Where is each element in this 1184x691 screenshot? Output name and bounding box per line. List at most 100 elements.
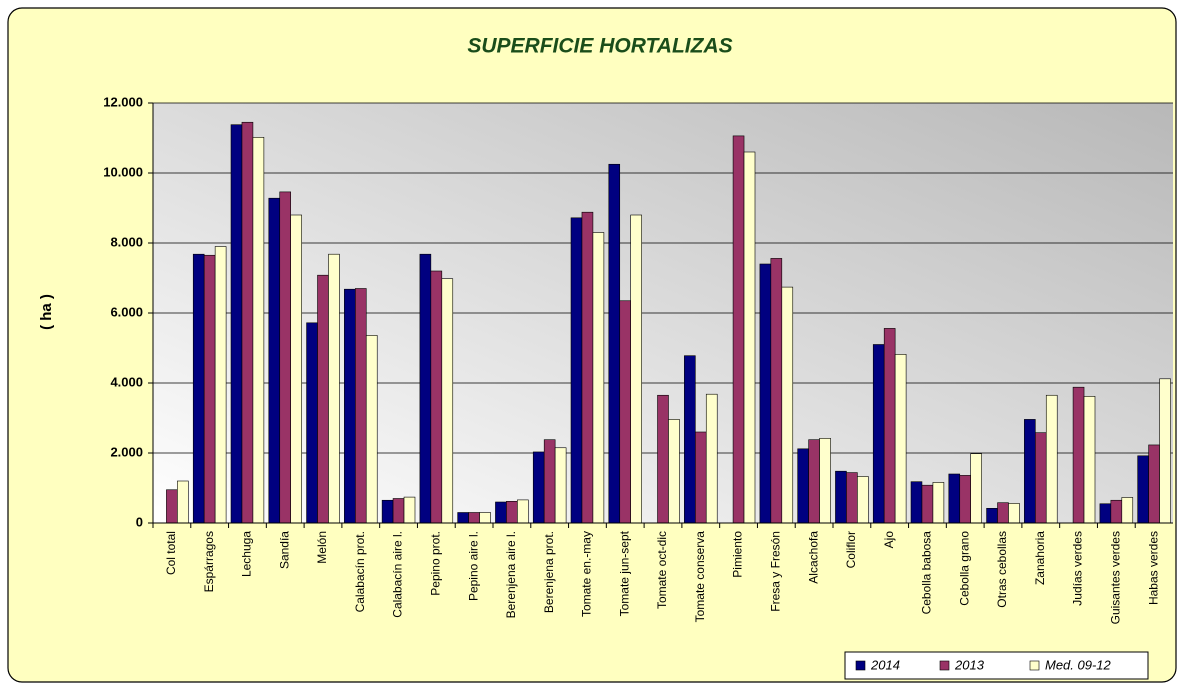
- bar: [910, 481, 923, 524]
- bar: [630, 214, 642, 524]
- bar: [392, 498, 405, 524]
- bar: [354, 288, 367, 524]
- bar: [430, 270, 443, 524]
- bar: [419, 253, 432, 524]
- bar: [970, 453, 982, 524]
- x-tick-label: Tomate oct-dic: [655, 531, 669, 609]
- bar: [694, 431, 707, 524]
- bar: [1148, 444, 1160, 524]
- bar: [306, 322, 318, 524]
- bar: [570, 217, 583, 524]
- x-tick-label: Judías verdes: [1071, 531, 1085, 606]
- bar: [468, 512, 480, 524]
- x-tick-label: Zanahoria: [1033, 531, 1047, 585]
- x-tick-label: Otras cebollas: [995, 531, 1009, 608]
- bar: [894, 353, 907, 524]
- bar: [177, 480, 189, 524]
- bar: [1121, 497, 1134, 524]
- bar: [317, 274, 329, 524]
- y-axis-label: ( ha ): [38, 294, 55, 330]
- bar: [619, 300, 632, 524]
- x-tick-label: Coliflor: [844, 531, 858, 568]
- bar: [506, 500, 518, 524]
- x-tick-label: Alcachofa: [806, 531, 820, 584]
- bar: [732, 135, 745, 524]
- bar: [592, 232, 605, 524]
- bar: [1110, 499, 1123, 524]
- bar: [857, 476, 869, 524]
- bar: [883, 328, 896, 524]
- bar: [819, 437, 831, 524]
- bar: [203, 254, 216, 524]
- y-tick-label: 4.000: [110, 374, 143, 389]
- bar: [1099, 503, 1112, 524]
- x-tick-label: Pepino prot.: [429, 531, 443, 596]
- x-tick-label: Melón: [315, 531, 329, 564]
- x-tick-label: Sandía: [277, 531, 291, 569]
- bar: [441, 278, 454, 524]
- x-tick-label: Tomate conserva: [693, 531, 707, 623]
- bar: [872, 344, 885, 524]
- bar: [290, 214, 302, 524]
- chart-title: SUPERFICIE HORTALIZAS: [467, 35, 732, 58]
- bar: [365, 335, 378, 524]
- bar: [457, 512, 469, 524]
- bar: [705, 393, 718, 524]
- y-tick-label: 8.000: [110, 234, 143, 249]
- bar: [1072, 386, 1085, 524]
- x-tick-label: Lechuga: [240, 531, 254, 577]
- y-tick-label: 6.000: [110, 304, 143, 319]
- bar: [808, 439, 820, 524]
- bar: [543, 439, 556, 524]
- x-tick-label: Calabacín aire l.: [391, 531, 405, 618]
- legend-label: 2013: [954, 657, 985, 672]
- bar: [1083, 395, 1096, 524]
- x-tick-label: Pepino aire l.: [466, 531, 480, 601]
- bar: [608, 163, 621, 524]
- bar: [959, 475, 972, 524]
- x-tick-label: Tomate jun-sept: [617, 530, 631, 616]
- x-tick-label: Berenjena prot.: [542, 531, 556, 613]
- bar: [668, 419, 680, 524]
- bar: [403, 496, 416, 524]
- bar: [1035, 432, 1047, 524]
- x-tick-label: Habas verdes: [1146, 531, 1160, 605]
- bar: [921, 484, 934, 524]
- legend-label: 2014: [870, 657, 900, 672]
- bar: [328, 253, 340, 524]
- bar: [230, 124, 243, 524]
- legend-swatch: [855, 660, 866, 671]
- x-tick-label: Calabacín prot.: [353, 531, 367, 612]
- x-tick-label: Tomate en.-may: [580, 531, 594, 617]
- bar: [846, 472, 858, 524]
- bar: [495, 501, 507, 524]
- bar: [381, 499, 394, 524]
- y-tick-label: 2.000: [110, 444, 143, 459]
- bar: [166, 489, 178, 524]
- y-tick-label: 12.000: [103, 94, 143, 109]
- x-tick-label: Cebolla babosa: [920, 531, 934, 615]
- legend: [844, 651, 1149, 680]
- bar: [1159, 378, 1171, 524]
- bar: [344, 288, 356, 524]
- y-tick-label: 0: [136, 514, 143, 529]
- y-tick-label: 10.000: [103, 164, 143, 179]
- bar: [479, 512, 491, 524]
- bar: [554, 447, 567, 524]
- x-tick-label: Ajo: [882, 531, 896, 549]
- x-tick-label: Pimiento: [731, 531, 745, 578]
- bar: [581, 211, 594, 524]
- bar: [268, 197, 281, 524]
- bar: [1137, 455, 1149, 524]
- bar: [948, 473, 961, 524]
- bar: [835, 470, 847, 524]
- legend-swatch: [1029, 660, 1040, 671]
- legend-swatch: [939, 660, 950, 671]
- bar: [743, 151, 756, 524]
- bar: [532, 451, 545, 524]
- bar: [684, 355, 696, 524]
- bar: [241, 121, 254, 524]
- bar: [797, 448, 809, 524]
- bar: [932, 482, 945, 524]
- bar: [986, 507, 998, 524]
